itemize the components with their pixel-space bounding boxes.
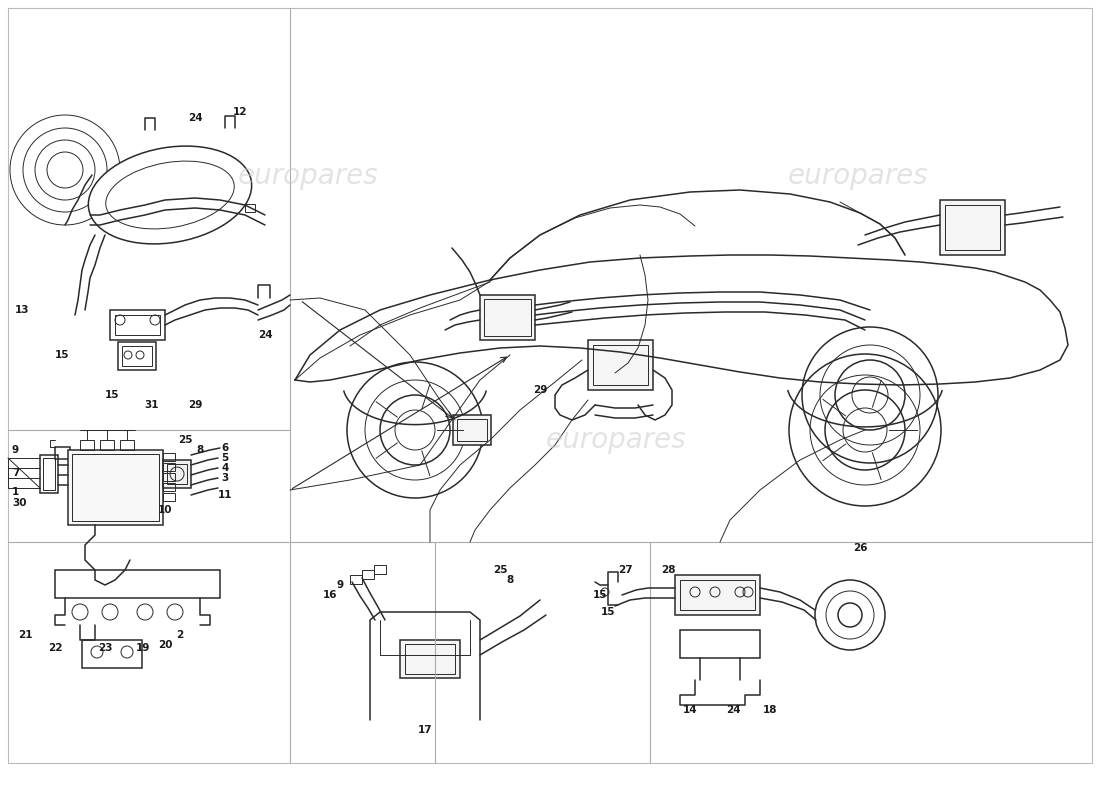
Bar (350, 575, 362, 584)
Bar (116, 315, 160, 335)
Text: 19: 19 (135, 643, 151, 653)
Bar (940, 200, 1005, 255)
Bar (122, 346, 152, 366)
Bar (680, 630, 760, 658)
Text: 24: 24 (188, 113, 202, 123)
Bar (456, 419, 487, 441)
Bar (593, 345, 648, 385)
Text: 29: 29 (532, 385, 547, 395)
Text: 11: 11 (218, 490, 232, 500)
Text: 9: 9 (12, 445, 19, 455)
Bar (245, 204, 255, 212)
Text: 14: 14 (683, 705, 697, 715)
Text: 15: 15 (601, 607, 615, 617)
Bar (945, 205, 1000, 250)
Text: 22: 22 (47, 643, 63, 653)
Bar (100, 440, 114, 450)
Bar (163, 460, 191, 488)
Bar (680, 580, 755, 610)
Text: europares: europares (788, 162, 928, 190)
Text: 2: 2 (176, 630, 184, 640)
Text: 15: 15 (55, 350, 69, 360)
Bar (120, 440, 134, 450)
Ellipse shape (88, 146, 252, 244)
Bar (118, 342, 156, 370)
Bar (163, 493, 175, 501)
Text: europares: europares (546, 426, 686, 454)
Text: 21: 21 (18, 630, 32, 640)
Bar (167, 464, 187, 484)
Text: 31: 31 (145, 400, 160, 410)
Bar (675, 575, 760, 615)
Bar (55, 447, 70, 459)
Text: europares: europares (238, 162, 378, 190)
Bar (160, 191, 170, 199)
Text: 3: 3 (221, 473, 229, 483)
Bar (163, 453, 175, 461)
Text: 15: 15 (593, 590, 607, 600)
Text: 13: 13 (15, 305, 30, 315)
Text: 8: 8 (506, 575, 514, 585)
Text: 24: 24 (726, 705, 740, 715)
Bar (480, 295, 535, 340)
Text: 9: 9 (337, 580, 343, 590)
Bar (163, 483, 175, 491)
Text: 25: 25 (493, 565, 507, 575)
Text: 20: 20 (157, 640, 173, 650)
Bar (55, 570, 220, 598)
Text: 1: 1 (12, 487, 20, 497)
Bar (82, 640, 142, 668)
Text: 12: 12 (233, 107, 248, 117)
Bar (484, 299, 531, 336)
Bar (453, 415, 491, 445)
Text: 24: 24 (257, 330, 273, 340)
Bar (43, 458, 55, 490)
Text: 18: 18 (762, 705, 778, 715)
Bar (116, 196, 125, 204)
Text: 25: 25 (178, 435, 192, 445)
Bar (80, 440, 94, 450)
Bar (588, 340, 653, 390)
Text: 10: 10 (157, 505, 173, 515)
Text: 16: 16 (322, 590, 338, 600)
Text: 17: 17 (418, 725, 432, 735)
Text: 7: 7 (12, 468, 20, 478)
Bar (400, 640, 460, 678)
Text: 5: 5 (221, 453, 229, 463)
Text: 6: 6 (221, 443, 229, 453)
Bar (163, 463, 175, 471)
Bar (374, 565, 386, 574)
Bar (68, 450, 163, 525)
Bar (110, 310, 165, 340)
Bar (40, 455, 58, 493)
Text: 28: 28 (661, 565, 675, 575)
Text: 27: 27 (618, 565, 632, 575)
Bar (405, 644, 455, 674)
Bar (72, 454, 160, 521)
Text: 29: 29 (188, 400, 202, 410)
Text: 23: 23 (98, 643, 112, 653)
Text: 26: 26 (852, 543, 867, 553)
Text: 8: 8 (197, 445, 204, 455)
Bar (163, 473, 175, 481)
Bar (214, 193, 225, 201)
Bar (362, 570, 374, 579)
Text: 4: 4 (221, 463, 229, 473)
Text: 30: 30 (12, 498, 26, 508)
Text: 15: 15 (104, 390, 119, 400)
